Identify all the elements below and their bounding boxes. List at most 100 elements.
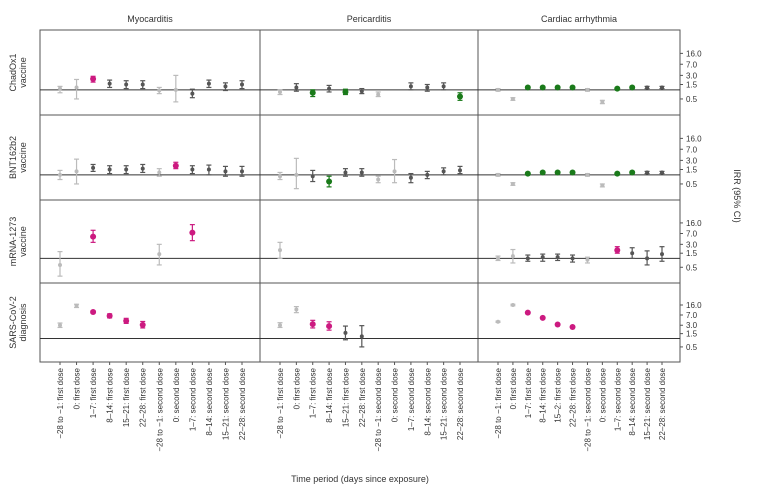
point-myocarditis-bnt162b2-vaccine-1	[74, 169, 79, 174]
point-myocarditis-bnt162b2-vaccine-3	[107, 167, 112, 172]
point-cardiac-arrhythmia-chadox1-vaccine-11	[660, 85, 664, 90]
y-tick-label: 16.0	[686, 49, 702, 58]
y-tick-label: 16.0	[686, 301, 702, 310]
x-tick-label: 22–28: second dose	[658, 367, 667, 440]
point-pericarditis-chadox1-vaccine-2	[309, 89, 316, 96]
y-tick-label: 0.5	[686, 180, 698, 189]
y-tick-label: 0.5	[686, 263, 698, 272]
point-pericarditis-bnt162b2-vaccine-9	[425, 172, 430, 177]
point-myocarditis-sars-cov-2-diagnosis-0	[58, 323, 62, 328]
y-tick-label: 3.0	[686, 321, 698, 330]
x-tick-label: 0: second dose	[391, 367, 400, 422]
x-tick-label: 22–28: first dose	[358, 367, 367, 427]
point-cardiac-arrhythmia-mrna-1273-vaccine-3	[540, 255, 545, 260]
point-cardiac-arrhythmia-sars-cov-2-diagnosis-3	[539, 314, 546, 321]
point-cardiac-arrhythmia-chadox1-vaccine-9	[629, 84, 636, 91]
point-pericarditis-bnt162b2-vaccine-6	[376, 177, 381, 182]
point-cardiac-arrhythmia-chadox1-vaccine-5	[569, 84, 576, 91]
point-myocarditis-sars-cov-2-diagnosis-3	[106, 312, 113, 319]
point-pericarditis-chadox1-vaccine-0	[278, 89, 282, 94]
y-tick-label: 7.0	[686, 60, 698, 69]
point-cardiac-arrhythmia-chadox1-vaccine-8	[614, 85, 621, 92]
point-pericarditis-sars-cov-2-diagnosis-1	[294, 307, 299, 312]
point-cardiac-arrhythmia-chadox1-vaccine-4	[554, 84, 561, 91]
x-tick-label: −28 to −1: second dose	[155, 367, 164, 451]
point-cardiac-arrhythmia-bnt162b2-vaccine-9	[629, 169, 636, 176]
exposure-label-mrna-1273-vaccine: mRNA-1273vaccine	[8, 217, 28, 267]
x-tick-label: 1–7: first dose	[89, 367, 98, 418]
point-cardiac-arrhythmia-chadox1-vaccine-0	[496, 87, 500, 92]
point-cardiac-arrhythmia-chadox1-vaccine-7	[600, 99, 605, 104]
point-myocarditis-mrna-1273-vaccine-8	[189, 229, 196, 236]
x-tick-label: 22–28: first dose	[569, 367, 578, 427]
x-tick-label: 1–7: second dose	[188, 367, 197, 431]
point-myocarditis-chadox1-vaccine-8	[190, 91, 195, 96]
point-pericarditis-bnt162b2-vaccine-1	[294, 172, 299, 177]
point-pericarditis-sars-cov-2-diagnosis-5	[359, 334, 364, 339]
y-tick-label: 0.5	[686, 343, 698, 352]
point-myocarditis-mrna-1273-vaccine-0	[58, 262, 62, 267]
point-myocarditis-bnt162b2-vaccine-6	[157, 170, 162, 175]
x-tick-label: −28 to −1: first dose	[494, 367, 503, 438]
point-cardiac-arrhythmia-sars-cov-2-diagnosis-2	[524, 309, 531, 316]
point-cardiac-arrhythmia-mrna-1273-vaccine-1	[510, 254, 515, 259]
x-tick-label: 15–21: second dose	[221, 367, 230, 440]
point-myocarditis-bnt162b2-vaccine-5	[140, 166, 145, 171]
point-pericarditis-bnt162b2-vaccine-7	[392, 169, 397, 174]
point-myocarditis-sars-cov-2-diagnosis-1	[74, 303, 79, 308]
point-myocarditis-bnt162b2-vaccine-8	[190, 167, 195, 172]
point-cardiac-arrhythmia-bnt162b2-vaccine-0	[496, 172, 500, 177]
point-cardiac-arrhythmia-bnt162b2-vaccine-1	[510, 181, 515, 186]
point-cardiac-arrhythmia-chadox1-vaccine-3	[539, 84, 546, 91]
x-axis-title: Time period (days since exposure)	[291, 474, 429, 484]
x-tick-label: 8–14: first dose	[325, 367, 334, 422]
point-myocarditis-chadox1-vaccine-10	[223, 84, 228, 89]
point-pericarditis-sars-cov-2-diagnosis-3	[326, 323, 333, 330]
y-tick-label: 1.5	[686, 81, 698, 90]
point-myocarditis-chadox1-vaccine-2	[90, 75, 97, 82]
point-cardiac-arrhythmia-bnt162b2-vaccine-3	[539, 169, 546, 176]
point-pericarditis-chadox1-vaccine-5	[359, 89, 364, 94]
point-cardiac-arrhythmia-mrna-1273-vaccine-11	[660, 252, 664, 257]
point-cardiac-arrhythmia-sars-cov-2-diagnosis-5	[569, 323, 576, 330]
point-myocarditis-chadox1-vaccine-6	[157, 88, 162, 93]
point-pericarditis-mrna-1273-vaccine-0	[278, 248, 282, 253]
point-cardiac-arrhythmia-chadox1-vaccine-6	[585, 87, 590, 92]
point-myocarditis-chadox1-vaccine-4	[124, 82, 129, 87]
point-cardiac-arrhythmia-mrna-1273-vaccine-8	[614, 247, 621, 254]
point-pericarditis-chadox1-vaccine-6	[376, 92, 381, 97]
y-tick-label: 16.0	[686, 134, 702, 143]
point-myocarditis-bnt162b2-vaccine-10	[223, 169, 228, 174]
x-tick-label: 22–28: second dose	[456, 367, 465, 440]
x-tick-label: 0: first dose	[292, 367, 301, 409]
point-myocarditis-chadox1-vaccine-3	[107, 81, 112, 86]
point-pericarditis-sars-cov-2-diagnosis-0	[278, 323, 282, 328]
x-tick-label: 1–7: first dose	[524, 367, 533, 418]
x-tick-label: 0: second dose	[598, 367, 607, 422]
x-tick-label: −28 to −1: second dose	[374, 367, 383, 451]
point-cardiac-arrhythmia-sars-cov-2-diagnosis-1	[510, 302, 515, 307]
point-cardiac-arrhythmia-bnt162b2-vaccine-11	[660, 170, 664, 175]
exposure-label-sars-cov-2-diagnosis: SARS-CoV-2diagnosis	[8, 296, 28, 349]
y-tick-label: 7.0	[686, 145, 698, 154]
point-cardiac-arrhythmia-bnt162b2-vaccine-10	[645, 170, 650, 175]
point-cardiac-arrhythmia-sars-cov-2-diagnosis-4	[554, 321, 561, 328]
outcome-header-pericarditis: Pericarditis	[347, 14, 392, 24]
x-tick-label: 15–21: second dose	[440, 367, 449, 440]
y-tick-label: 0.5	[686, 95, 698, 104]
x-tick-label: 0: second dose	[172, 367, 181, 422]
point-myocarditis-sars-cov-2-diagnosis-4	[123, 317, 130, 324]
y-tick-label: 7.0	[686, 311, 698, 320]
y-tick-label: 1.5	[686, 249, 698, 258]
x-tick-label: 15–21: first dose	[341, 367, 350, 427]
point-pericarditis-chadox1-vaccine-11	[457, 93, 463, 100]
point-myocarditis-chadox1-vaccine-1	[74, 85, 79, 90]
y-tick-label: 16.0	[686, 219, 702, 228]
point-cardiac-arrhythmia-bnt162b2-vaccine-7	[600, 183, 605, 188]
outcome-header-cardiac-arrhythmia: Cardiac arrhythmia	[541, 14, 617, 24]
point-myocarditis-bnt162b2-vaccine-2	[91, 165, 96, 170]
y-tick-label: 3.0	[686, 240, 698, 249]
point-cardiac-arrhythmia-mrna-1273-vaccine-10	[645, 256, 650, 261]
point-myocarditis-bnt162b2-vaccine-0	[58, 172, 62, 177]
point-pericarditis-bnt162b2-vaccine-3	[326, 178, 333, 185]
